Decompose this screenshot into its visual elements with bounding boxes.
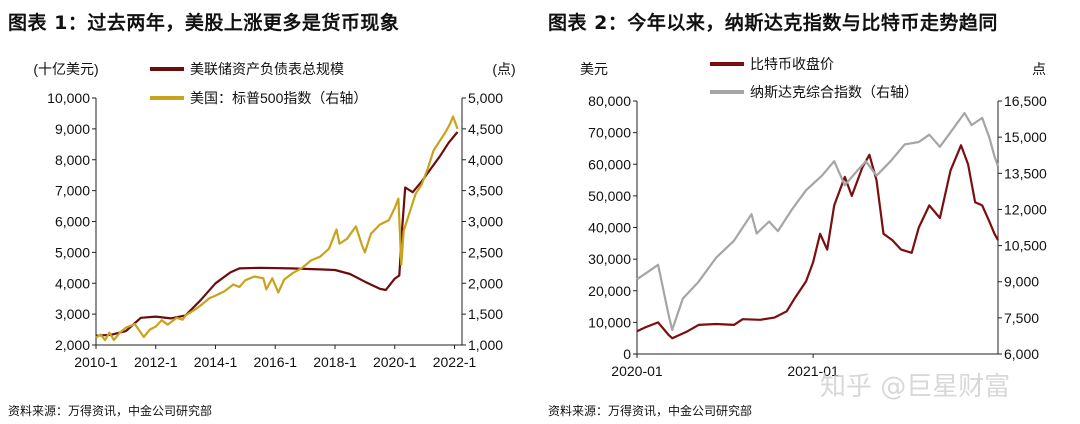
x-tick-label: 2020-01 (611, 363, 663, 379)
x-tick-label: 2018-1 (313, 354, 357, 370)
x-tick-label: 2016-1 (253, 354, 297, 370)
legend-label: 美联储资产负债表总规模 (190, 61, 344, 77)
left-tick-label: 5,000 (55, 244, 90, 260)
chart-title: 图表 1：过去两年，美股上涨更多是货币现象 (8, 12, 400, 34)
source-note: 资料来源：万得资讯，中金公司研究部 (8, 404, 213, 418)
figure-2-panel: 图表 2：今年以来，纳斯达克指数与比特币走势趋同 0 10,000 20,000 30… (540, 0, 1080, 424)
left-tick-label: 4,000 (55, 275, 90, 291)
right-tick-label: 15,000 (1004, 129, 1047, 145)
left-tick-label: 60,000 (588, 156, 631, 172)
right-tick-label: 16,500 (1004, 93, 1047, 109)
figure-1-panel: 图表 1：过去两年，美股上涨更多是货币现象 2,000 3,000 4,000 5,0… (8, 12, 516, 418)
right-tick-label: 9,000 (1004, 274, 1039, 290)
right-tick-label: 2,500 (468, 244, 503, 260)
left-tick-label: 6,000 (55, 214, 90, 230)
legend-label: 美国：标普500指数（右轴） (190, 90, 367, 106)
right-tick-label: 4,500 (468, 121, 503, 137)
left-tick-label: 7,000 (55, 183, 90, 199)
right-tick-label: 1,000 (468, 337, 503, 353)
figure-2-chart: 0 10,000 20,000 30,000 40,000 50,000 60,000 70,… (580, 56, 1047, 379)
left-tick-label: 70,000 (588, 125, 631, 141)
x-tick-label: 2010-1 (74, 354, 118, 370)
chart-title: 图表 2：今年以来，纳斯达克指数与比特币走势趋同 (548, 12, 998, 34)
right-tick-label: 12,000 (1004, 201, 1047, 217)
series-line (636, 111, 1000, 331)
right-tick-label: 4,000 (468, 152, 503, 168)
source-note: 资料来源：万得资讯，中金公司研究部 (548, 404, 753, 418)
right-tick-label: 3,500 (468, 183, 503, 199)
x-tick-label: 2022-1 (433, 354, 477, 370)
x-tick-label: 2020-1 (373, 354, 417, 370)
right-tick-label: 1,500 (468, 306, 503, 322)
right-axis-unit: (点) (492, 61, 515, 77)
right-tick-label: 7,500 (1004, 310, 1039, 326)
series-line (95, 131, 459, 337)
left-tick-label: 9,000 (55, 121, 90, 137)
left-axis-unit: 美元 (580, 61, 608, 77)
left-tick-label: 2,000 (55, 337, 90, 353)
x-tick-label: 2012-1 (134, 354, 178, 370)
left-tick-label: 50,000 (588, 188, 631, 204)
figure-1-chart: 2,000 3,000 4,000 5,000 6,000 7,000 8,000 9,000… (33, 61, 515, 370)
left-tick-label: 10,000 (588, 314, 631, 330)
legend-label: 比特币收盘价 (750, 56, 834, 72)
right-tick-label: 2,000 (468, 275, 503, 291)
left-tick-label: 10,000 (47, 90, 90, 106)
right-tick-label: 13,500 (1004, 165, 1047, 181)
left-tick-label: 20,000 (588, 283, 631, 299)
watermark: 知乎 @巨星财富 (820, 372, 1011, 402)
left-tick-label: 0 (623, 346, 631, 362)
x-tick-label: 2014-1 (194, 354, 238, 370)
right-tick-label: 10,500 (1004, 238, 1047, 254)
left-tick-label: 30,000 (588, 251, 631, 267)
legend-label: 纳斯达克综合指数（右轴） (750, 84, 918, 100)
x-tick-label: 2021-01 (787, 363, 839, 379)
right-tick-label: 6,000 (1004, 346, 1039, 362)
series-line (95, 115, 459, 342)
right-axis-unit: 点 (1032, 61, 1046, 77)
left-tick-label: 40,000 (588, 220, 631, 236)
right-tick-label: 5,000 (468, 90, 503, 106)
right-tick-label: 3,000 (468, 214, 503, 230)
left-tick-label: 8,000 (55, 152, 90, 168)
left-tick-label: 3,000 (55, 306, 90, 322)
left-tick-label: 80,000 (588, 93, 631, 109)
series-line (636, 144, 999, 340)
left-axis-unit: (十亿美元) (33, 61, 98, 77)
